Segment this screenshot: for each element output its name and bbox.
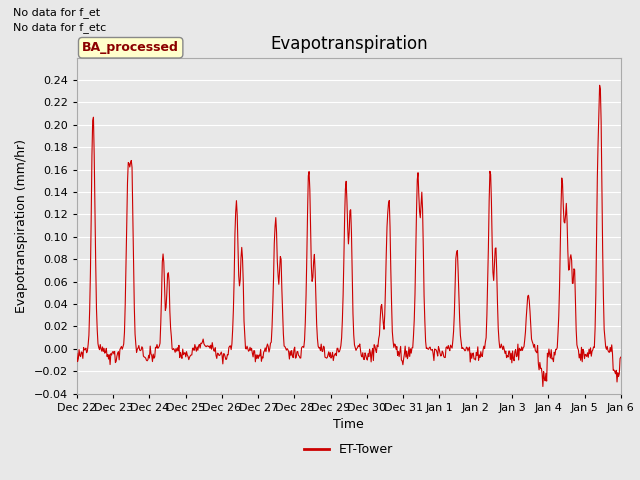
Text: No data for f_et: No data for f_et <box>13 7 100 18</box>
Text: No data for f_etc: No data for f_etc <box>13 22 106 33</box>
X-axis label: Time: Time <box>333 418 364 431</box>
Title: Evapotranspiration: Evapotranspiration <box>270 35 428 53</box>
Text: BA_processed: BA_processed <box>82 41 179 54</box>
Y-axis label: Evapotranspiration (mm/hr): Evapotranspiration (mm/hr) <box>15 139 28 312</box>
Legend: ET-Tower: ET-Tower <box>299 438 399 461</box>
